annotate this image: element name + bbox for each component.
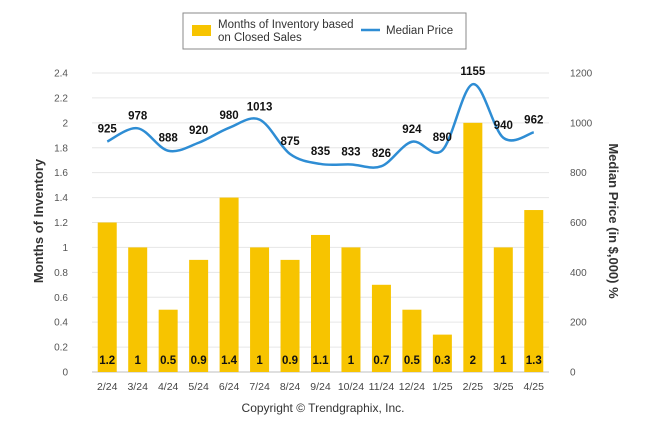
x-tick-label: 2/25 (463, 381, 484, 393)
bar-value-label: 0.7 (373, 355, 389, 367)
bar (311, 234, 330, 372)
bar-value-labels: 1.2 1 0.5 0.9 1.4 1 0.9 1.1 1 0.7 0.5 0.3 2 1 1.3 (99, 355, 542, 367)
x-tick-label: 6/24 (219, 381, 240, 393)
y-right-tick-label: 800 (570, 168, 587, 179)
y-left-tick-label: 1.4 (54, 193, 68, 204)
x-tick-label: 3/25 (493, 381, 514, 393)
line-series (106, 82, 535, 169)
line-value-label: 978 (128, 110, 148, 122)
x-tick-label: 1/25 (432, 381, 453, 393)
line-value-label: 940 (494, 120, 513, 132)
x-tick-label: 3/24 (127, 381, 148, 393)
bar-value-label: 2 (470, 355, 476, 367)
bar (524, 210, 544, 372)
bar-value-label: 1.4 (221, 355, 238, 367)
x-tick-label: 10/24 (338, 381, 364, 393)
x-tick-label: 4/25 (524, 381, 545, 393)
bar-value-label: 0.3 (434, 355, 450, 367)
y-axis-right-title: Median Price (in $,000) % (606, 143, 621, 299)
bar-value-label: 1 (134, 355, 141, 367)
bar-series (97, 122, 544, 372)
y-left-tick-label: 0.4 (54, 318, 68, 329)
line-value-label: 890 (433, 132, 452, 144)
bar-value-label: 1.2 (99, 355, 115, 367)
x-tick-label: 7/24 (249, 381, 270, 393)
line-value-label: 1155 (460, 66, 486, 78)
x-tick-label: 8/24 (280, 381, 301, 393)
y-right-tick-label: 1200 (570, 69, 593, 80)
legend-line-label: Median Price (386, 25, 453, 37)
bar (341, 247, 361, 372)
bar (219, 197, 239, 372)
legend-bar-label-line1: Months of Inventory based (218, 19, 354, 31)
bar (97, 222, 117, 372)
line-value-label: 924 (402, 124, 422, 136)
bar-value-label: 0.5 (160, 355, 177, 367)
legend-bar-label-line2: on Closed Sales (218, 32, 302, 44)
bar-value-label: 0.9 (282, 355, 298, 367)
y-left-tick-label: 1 (62, 243, 68, 254)
bar (493, 247, 513, 372)
line-value-labels: 925 978 888 920 980 1013 875 835 833 826 924 890 115… (98, 66, 544, 160)
bar-value-label: 1 (348, 355, 355, 367)
y-axis-right-ticks: 0 200 400 600 800 1000 1200 (570, 69, 593, 379)
bar-value-label: 1.3 (526, 355, 542, 367)
y-left-tick-label: 2.2 (54, 93, 68, 104)
x-tick-label: 9/24 (310, 381, 331, 393)
y-left-tick-label: 0.8 (54, 268, 68, 279)
bar (432, 334, 452, 372)
y-left-tick-label: 0 (62, 368, 68, 379)
bar (371, 284, 391, 372)
line-value-label: 962 (524, 114, 543, 126)
x-tick-label: 5/24 (188, 381, 209, 393)
bar (158, 309, 178, 372)
copyright-text: Copyright © Trendgraphix, Inc. (241, 401, 405, 415)
y-left-tick-label: 1.2 (54, 218, 68, 229)
legend-box (182, 12, 467, 50)
x-tick-label: 2/24 (97, 381, 118, 393)
bar (402, 309, 422, 372)
bar-value-label: 0.9 (191, 355, 207, 367)
y-right-tick-label: 1000 (570, 118, 593, 129)
y-left-tick-label: 2.4 (54, 69, 68, 80)
bar (189, 259, 209, 372)
line-value-label: 888 (159, 133, 179, 145)
y-left-tick-label: 0.6 (54, 293, 68, 304)
bar (463, 122, 483, 372)
y-left-tick-label: 1.6 (54, 168, 68, 179)
line-value-label: 875 (280, 136, 300, 148)
y-left-tick-label: 0.2 (54, 343, 68, 354)
bar (128, 247, 148, 372)
bar-value-label: 1 (500, 355, 507, 367)
y-right-tick-label: 200 (570, 318, 587, 329)
bar (280, 259, 300, 372)
y-right-tick-label: 0 (570, 368, 576, 379)
line-value-label: 925 (98, 124, 118, 136)
median-price-line (106, 82, 535, 169)
x-axis-ticks: 2/24 3/24 4/24 5/24 6/24 7/24 8/24 9/24 10/24 11/… (97, 381, 544, 393)
line-value-label: 920 (189, 125, 208, 137)
x-tick-label: 12/24 (399, 381, 425, 393)
line-value-label: 826 (372, 148, 391, 160)
y-left-tick-label: 2 (62, 118, 68, 129)
line-value-label: 1013 (247, 102, 273, 114)
x-tick-label: 11/24 (369, 381, 395, 393)
y-axis-left-ticks: 0 0.2 0.4 0.6 0.8 1 1.2 1.4 1.6 1.8 2 2.2 2.4 (54, 69, 68, 379)
x-tick-label: 4/24 (158, 381, 179, 393)
y-left-tick-label: 1.8 (54, 143, 68, 154)
bar-value-label: 1.1 (313, 355, 330, 367)
y-right-tick-label: 600 (570, 218, 587, 229)
y-right-tick-label: 400 (570, 268, 587, 279)
line-value-label: 833 (341, 146, 360, 158)
line-value-label: 835 (311, 146, 331, 158)
y-axis-left-title: Months of Inventory (31, 158, 46, 283)
bar-value-label: 0.5 (404, 355, 421, 367)
line-value-label: 980 (220, 110, 239, 122)
bar (250, 247, 270, 372)
bar-value-label: 1 (256, 355, 263, 367)
legend: Months of Inventory based on Closed Sale… (182, 12, 467, 50)
legend-bar-swatch (192, 25, 211, 36)
